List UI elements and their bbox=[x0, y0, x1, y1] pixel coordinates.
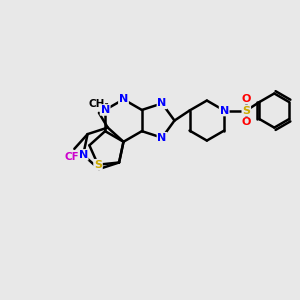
Text: N: N bbox=[100, 105, 110, 115]
Text: CF₃: CF₃ bbox=[64, 152, 84, 162]
Text: S: S bbox=[242, 106, 250, 116]
Text: N: N bbox=[158, 98, 166, 108]
Text: N: N bbox=[79, 150, 88, 160]
Text: S: S bbox=[94, 160, 102, 170]
Text: CH₃: CH₃ bbox=[88, 99, 110, 109]
Text: N: N bbox=[220, 106, 229, 116]
Text: N: N bbox=[158, 133, 166, 143]
Text: O: O bbox=[242, 117, 251, 127]
Text: O: O bbox=[242, 94, 251, 104]
Text: N: N bbox=[119, 94, 128, 104]
